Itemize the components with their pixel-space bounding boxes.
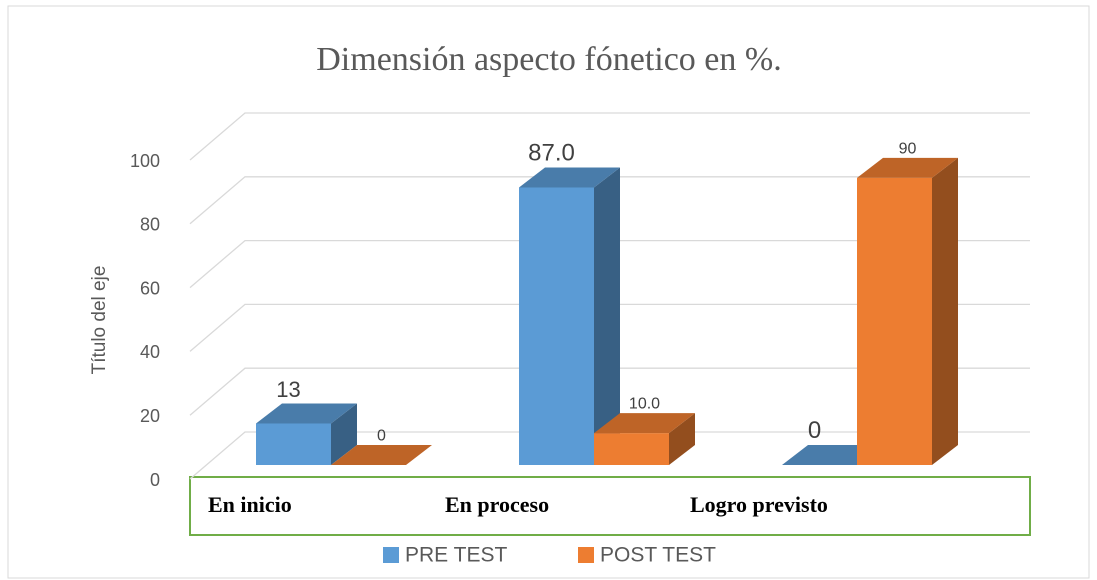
bar-front: [519, 187, 594, 465]
legend-swatch: [383, 547, 399, 563]
bar-front: [594, 433, 669, 465]
data-label: 87.0: [528, 140, 575, 167]
bar: [331, 445, 432, 465]
bar: [857, 157, 958, 465]
legend-label: POST TEST: [600, 544, 716, 567]
grid-line: [189, 112, 1030, 161]
grid-line: [189, 367, 1030, 416]
bar: [519, 167, 620, 465]
y-tick-label: 80: [140, 215, 160, 235]
bar-front: [256, 423, 331, 465]
grid-line: [189, 303, 1030, 352]
bar: [256, 403, 357, 465]
grid-line: [189, 176, 1030, 225]
bar: [594, 413, 695, 465]
x-tick-label: En proceso: [445, 492, 549, 517]
legend-label: PRE TEST: [405, 544, 507, 567]
bar-top: [857, 157, 958, 178]
bar-top: [594, 413, 695, 434]
bar-top: [256, 403, 357, 424]
x-tick-label: Logro previsto: [690, 492, 828, 517]
y-tick-label: 20: [140, 406, 160, 426]
x-tick-label: En inicio: [208, 492, 292, 517]
bar-side: [932, 157, 958, 465]
grid-line: [189, 431, 1030, 480]
bar-side: [594, 167, 620, 465]
y-tick-label: 40: [140, 342, 160, 362]
legend-swatch: [578, 547, 594, 563]
data-label: 0: [808, 417, 821, 444]
data-label: 13: [276, 377, 300, 402]
data-label: 10.0: [629, 396, 660, 413]
bar-front: [857, 177, 932, 465]
y-tick-label: 0: [150, 470, 160, 490]
y-tick-label: 100: [130, 151, 160, 171]
grid-line: [189, 239, 1030, 289]
category-box: [189, 476, 1031, 536]
data-label: 90: [899, 140, 917, 157]
y-tick-label: 60: [140, 278, 160, 298]
bar-side: [669, 413, 695, 465]
bar-top: [331, 445, 432, 465]
chart-title: Dimensión aspecto fónetico en %.: [316, 41, 781, 78]
bar-side: [331, 403, 357, 465]
bar-top: [519, 167, 620, 188]
data-label: 0: [377, 427, 386, 444]
y-axis-title: Título del eje: [89, 266, 110, 375]
